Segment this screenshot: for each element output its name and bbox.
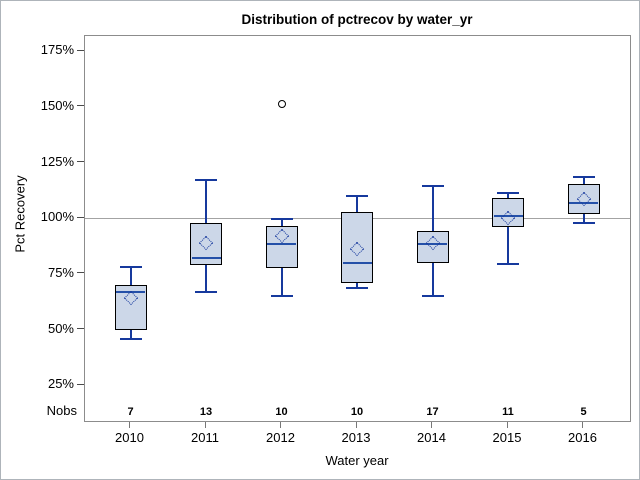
box-2014-iqr — [416, 230, 449, 263]
nobs-value-2014: 17 — [426, 406, 439, 418]
x-axis-tick — [506, 422, 508, 428]
x-axis-tick — [431, 422, 432, 428]
box-2015-whisker — [507, 192, 509, 264]
box-2011-whisker-cap-bottom — [195, 290, 217, 293]
y-axis-tick-label: 175% — [40, 42, 74, 58]
box-2013-whisker-cap-bottom — [346, 287, 368, 290]
box-2013-whisker-cap-top — [346, 195, 368, 198]
nobs-value-2010: 7 — [127, 406, 134, 418]
x-axis-tick-label: 2013 — [341, 430, 371, 445]
y-axis-tick-label: 50% — [47, 320, 74, 336]
box-2011-median — [191, 257, 221, 260]
box-2016-whisker-cap-bottom — [572, 221, 595, 224]
box-2012-median — [267, 242, 296, 245]
nobs-value-2016: 5 — [580, 406, 587, 418]
box-2010-whisker-cap-top — [119, 266, 142, 269]
x-axis-tick — [204, 422, 206, 428]
nobs-row-label: Nobs — [46, 403, 77, 418]
y-axis-tick — [77, 49, 84, 51]
x-axis-title: Water year — [325, 453, 389, 468]
box-2010-whisker-cap-bottom — [119, 337, 142, 340]
box-2011-whisker-cap-top — [195, 179, 217, 182]
box-2012-outlier — [277, 99, 286, 108]
box-2013-iqr — [341, 211, 373, 283]
chart-title: Distribution of pctrecov by water_yr — [241, 12, 473, 27]
y-axis-tick — [77, 383, 84, 385]
box-2016-iqr — [567, 183, 600, 214]
x-axis-tick-label: 2015 — [492, 430, 522, 445]
nobs-value-2011: 13 — [199, 406, 213, 418]
y-axis-tick — [77, 328, 84, 330]
box-2010-median — [116, 290, 145, 293]
box-2014-whisker-cap-top — [421, 185, 444, 187]
box-2015-median — [493, 215, 523, 218]
x-axis-tick — [129, 422, 130, 428]
y-axis-tick — [77, 105, 84, 107]
box-2016-whisker-cap-top — [572, 176, 595, 179]
x-axis-tick-label: 2016 — [568, 430, 597, 445]
box-2015-iqr — [492, 198, 524, 228]
y-axis-tick-label: 75% — [47, 264, 74, 280]
box-2014-median — [418, 242, 447, 245]
x-axis-tick-label: 2014 — [417, 430, 446, 445]
nobs-value-2013: 10 — [350, 406, 364, 418]
box-2012-whisker-cap-top — [270, 218, 293, 221]
plot-area: 7 13 10 10 17 11 5 — [84, 35, 631, 422]
box-2013-median — [342, 261, 372, 264]
x-axis-tick-label: 2011 — [191, 430, 219, 445]
x-axis-tick-label: 2012 — [266, 430, 295, 445]
y-axis-tick-label: 25% — [47, 376, 74, 392]
y-axis-tick-label: 100% — [40, 209, 74, 225]
box-2014-whisker-cap-bottom — [421, 295, 444, 298]
x-axis-tick — [355, 422, 357, 428]
x-axis-tick — [582, 422, 583, 428]
y-axis-tick-label: 150% — [40, 97, 74, 113]
box-2012-whisker-cap-bottom — [270, 295, 293, 298]
y-axis-tick — [77, 216, 84, 218]
nobs-value-2015: 11 — [502, 406, 514, 418]
y-axis-tick — [77, 272, 84, 274]
box-2015-whisker-cap-bottom — [497, 262, 519, 265]
x-axis-tick-label: 2010 — [115, 430, 144, 445]
box-2015-whisker-cap-top — [497, 191, 519, 194]
x-axis-tick — [280, 422, 281, 428]
y-axis-tick-label: 125% — [40, 153, 74, 169]
box-2012-iqr — [265, 226, 298, 269]
box-2016-median — [569, 201, 598, 204]
y-axis-tick — [77, 161, 84, 163]
nobs-value-2012: 10 — [275, 406, 288, 418]
